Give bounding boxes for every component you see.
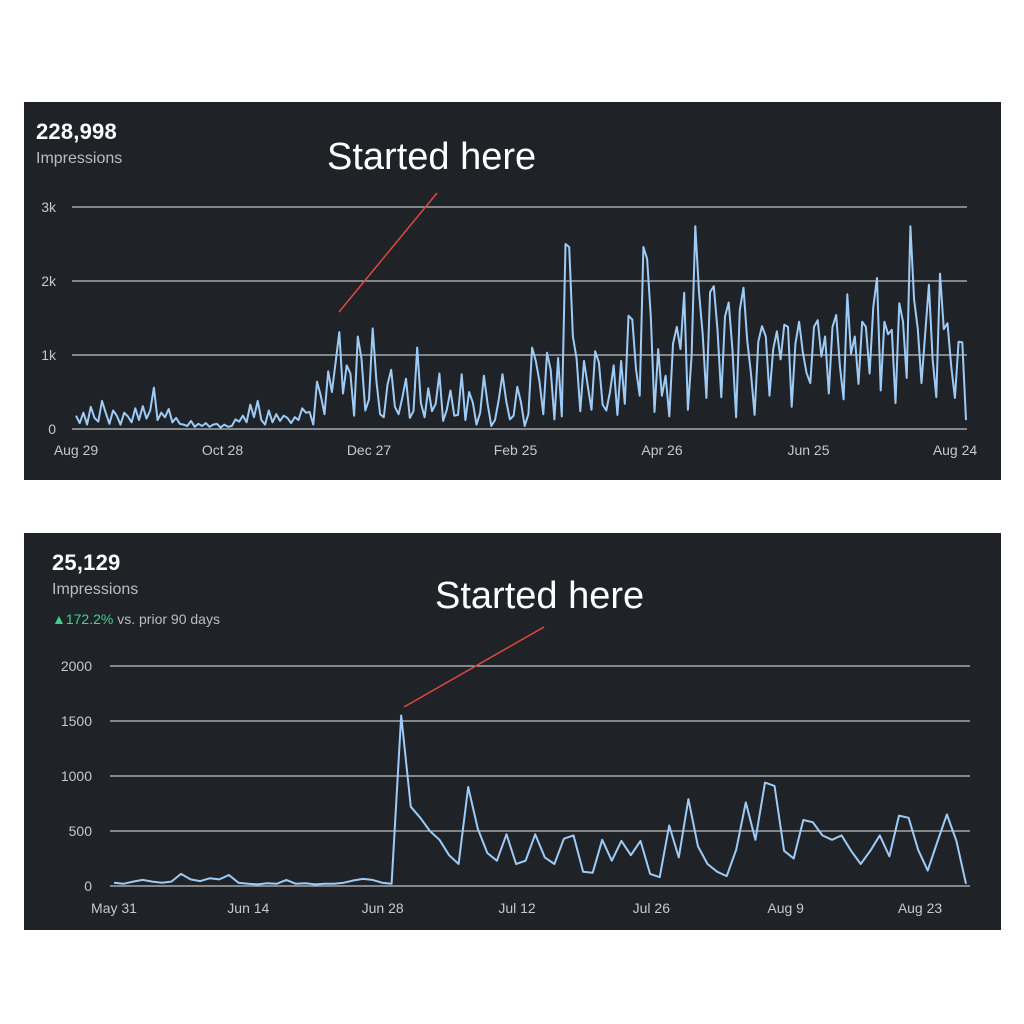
y-tick-label: 1500 bbox=[61, 713, 92, 729]
change-text: vs. prior 90 days bbox=[113, 611, 220, 627]
y-tick-label: 2000 bbox=[61, 658, 92, 674]
x-tick-label: May 31 bbox=[91, 900, 137, 916]
x-tick-label: Jun 28 bbox=[362, 900, 404, 916]
chart-panel-2: 25,129 Impressions ▲172.2% vs. prior 90 … bbox=[24, 533, 1001, 930]
trend-up-icon: ▲ bbox=[52, 611, 66, 627]
x-tick-label: Jun 25 bbox=[787, 442, 829, 458]
line-chart: 0 500 1000 1500 2000 May 31 Jun 14 Jun 28 Jul 12… bbox=[61, 626, 970, 916]
annotation-arrow bbox=[403, 626, 545, 708]
change-value: 172.2% bbox=[65, 611, 114, 627]
x-tick-label: Dec 27 bbox=[347, 442, 392, 458]
annotation-text: Started here bbox=[435, 575, 645, 617]
chart-panel-1: 228,998 Impressions 0 1k 2k 3k Aug 29 Oct 28 D… bbox=[24, 102, 1001, 480]
x-tick-label: Apr 26 bbox=[641, 442, 682, 458]
y-tick-label: 0 bbox=[84, 878, 92, 894]
y-tick-label: 1000 bbox=[61, 768, 92, 784]
y-tick-label: 500 bbox=[69, 823, 93, 839]
x-tick-label: Aug 23 bbox=[898, 900, 943, 916]
line-chart: 0 1k 2k 3k Aug 29 Oct 28 Dec 27 Feb 25 Apr 26 Jun… bbox=[41, 192, 978, 458]
x-tick-label: Oct 28 bbox=[202, 442, 243, 458]
metric-label: Impressions bbox=[52, 581, 139, 598]
series-line bbox=[75, 225, 967, 429]
x-tick-label: Feb 25 bbox=[494, 442, 538, 458]
x-tick-label: Jun 14 bbox=[227, 900, 269, 916]
y-tick-label: 0 bbox=[48, 421, 56, 437]
x-tick-label: Jul 26 bbox=[633, 900, 671, 916]
total-value: 25,129 bbox=[52, 550, 121, 575]
x-tick-label: Aug 29 bbox=[54, 442, 99, 458]
change-indicator: ▲172.2% vs. prior 90 days bbox=[52, 611, 220, 627]
series-line bbox=[113, 714, 967, 886]
x-tick-label: Jul 12 bbox=[498, 900, 536, 916]
y-tick-label: 1k bbox=[41, 347, 57, 363]
x-tick-label: Aug 9 bbox=[767, 900, 804, 916]
annotation-arrow bbox=[338, 192, 438, 313]
y-tick-label: 3k bbox=[41, 199, 57, 215]
metric-label: Impressions bbox=[36, 150, 123, 167]
x-tick-label: Aug 24 bbox=[933, 442, 978, 458]
annotation-text: Started here bbox=[327, 136, 537, 178]
total-value: 228,998 bbox=[36, 119, 117, 144]
y-tick-label: 2k bbox=[41, 273, 57, 289]
